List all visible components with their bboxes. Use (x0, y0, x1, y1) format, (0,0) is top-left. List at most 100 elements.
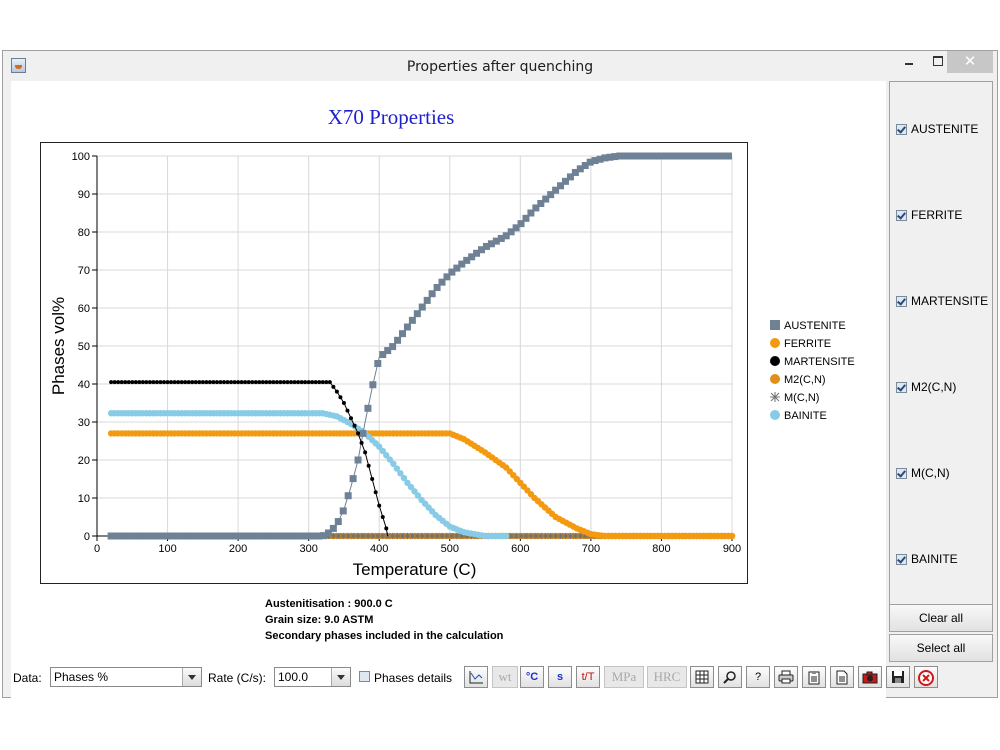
checkbox-mcn[interactable]: M(C,N) (896, 466, 950, 480)
point-bainite (400, 474, 408, 482)
time-temperature-icon[interactable]: t/T (576, 666, 600, 688)
point-m-c-n (399, 533, 406, 539)
point-martensite (278, 380, 283, 385)
point-m-c-n (355, 533, 362, 539)
asterisk-stroke (449, 533, 455, 539)
x-tick-label: 0 (94, 543, 100, 555)
asterisk-stroke (399, 533, 406, 539)
camera-icon[interactable] (858, 666, 882, 688)
asterisk-stroke (355, 533, 361, 539)
asterisk-stroke (419, 533, 425, 539)
legend-swatch-circle (770, 356, 780, 366)
clear-all-button[interactable]: Clear all (889, 604, 993, 632)
checkbox-austenite[interactable]: AUSTENITE (896, 122, 978, 136)
clipboard-icon[interactable] (802, 666, 826, 688)
point-martensite (281, 380, 286, 385)
asterisk-stroke (340, 533, 346, 539)
x-tick-label: 300 (299, 543, 317, 555)
point-m-c-n (572, 533, 579, 539)
point-martensite (229, 380, 234, 385)
point-martensite (193, 380, 198, 385)
point-martensite (313, 380, 318, 385)
app-window: Properties after quenching ✕ X70 Propert… (2, 50, 998, 711)
data-select[interactable]: Phases % (50, 667, 202, 687)
point-martensite (239, 380, 244, 385)
point-martensite (204, 380, 209, 385)
minimize-button[interactable] (893, 51, 923, 73)
chart-title: X70 Properties (328, 105, 455, 129)
legend-label: M(C,N) (784, 392, 819, 404)
checkbox-bainite[interactable]: BAINITE (896, 552, 958, 566)
point-martensite (186, 380, 191, 385)
phases-details-checkbox[interactable] (359, 671, 370, 682)
save-icon[interactable] (886, 666, 910, 688)
phases-details-label: Phases details (374, 671, 453, 685)
point-bainite (407, 483, 415, 491)
rate-select[interactable]: 100.0 (274, 667, 351, 687)
info-secondary-phases: Secondary phases included in the calcula… (265, 630, 504, 642)
legend-label: M2(C,N) (784, 374, 826, 386)
legend-swatch-asterisk (770, 392, 780, 402)
asterisk-stroke (424, 533, 430, 539)
point-martensite (218, 380, 223, 385)
asterisk-stroke (380, 533, 386, 539)
checkbox-icon[interactable] (896, 295, 907, 307)
celsius-icon[interactable]: °C (520, 666, 544, 688)
grid-icon[interactable] (690, 666, 714, 688)
checkbox-ferrite[interactable]: FERRITE (896, 208, 962, 222)
point-martensite (123, 380, 128, 385)
checkbox-icon[interactable] (896, 209, 907, 221)
asterisk-stroke (523, 533, 529, 539)
point-bainite (393, 465, 401, 472)
checkbox-icon[interactable] (896, 381, 907, 393)
checkbox-m2cn[interactable]: M2(C,N) (896, 380, 956, 394)
asterisk-stroke (567, 533, 573, 539)
weight-units-icon[interactable]: wt (492, 666, 518, 688)
document-icon[interactable] (830, 666, 854, 688)
point-martensite (197, 380, 202, 385)
help-icon[interactable]: ? (746, 666, 770, 688)
point-martensite (211, 380, 216, 385)
asterisk-stroke (533, 533, 539, 539)
asterisk-stroke (335, 533, 341, 539)
point-martensite (236, 380, 241, 385)
point-martensite (257, 380, 262, 385)
legend-item: FERRITE (770, 338, 831, 350)
checkbox-icon[interactable] (896, 553, 907, 565)
point-martensite (296, 380, 301, 385)
checkbox-icon[interactable] (896, 467, 907, 479)
point-m-c-n (552, 533, 559, 539)
chevron-down-icon[interactable] (331, 668, 350, 686)
seconds-glyph: s (556, 671, 564, 683)
rate-label: Rate (C/s): (208, 671, 267, 685)
asterisk-stroke (345, 533, 351, 539)
close-circle-icon[interactable] (914, 666, 938, 688)
zoom-icon[interactable] (718, 666, 742, 688)
seconds-icon[interactable]: s (548, 666, 572, 688)
checkbox-martensite[interactable]: MARTENSITE (896, 294, 988, 308)
asterisk-stroke (508, 533, 514, 539)
point-martensite (250, 380, 255, 385)
print-icon[interactable] (774, 666, 798, 688)
maximize-button[interactable] (923, 51, 953, 73)
hrc-icon[interactable]: HRC (647, 666, 687, 688)
chart-type-icon[interactable] (464, 666, 488, 688)
point-martensite (158, 380, 163, 385)
chevron-down-icon[interactable] (182, 668, 201, 686)
asterisk-stroke (434, 533, 440, 539)
point-martensite (384, 526, 389, 531)
select-all-button[interactable]: Select all (889, 634, 993, 662)
point-ferrite (728, 532, 736, 540)
point-bainite (411, 488, 418, 495)
java-app-icon (11, 58, 26, 73)
point-m-c-n (404, 533, 411, 539)
mpa-icon[interactable]: MPa (604, 666, 644, 688)
checkbox-icon[interactable] (896, 123, 907, 135)
point-martensite (317, 380, 322, 385)
asterisk-stroke (557, 533, 564, 539)
close-button[interactable]: ✕ (947, 51, 993, 73)
point-bainite (503, 532, 510, 540)
point-bainite (379, 447, 386, 455)
y-tick-label: 0 (84, 531, 90, 543)
asterisk-stroke (350, 533, 356, 539)
